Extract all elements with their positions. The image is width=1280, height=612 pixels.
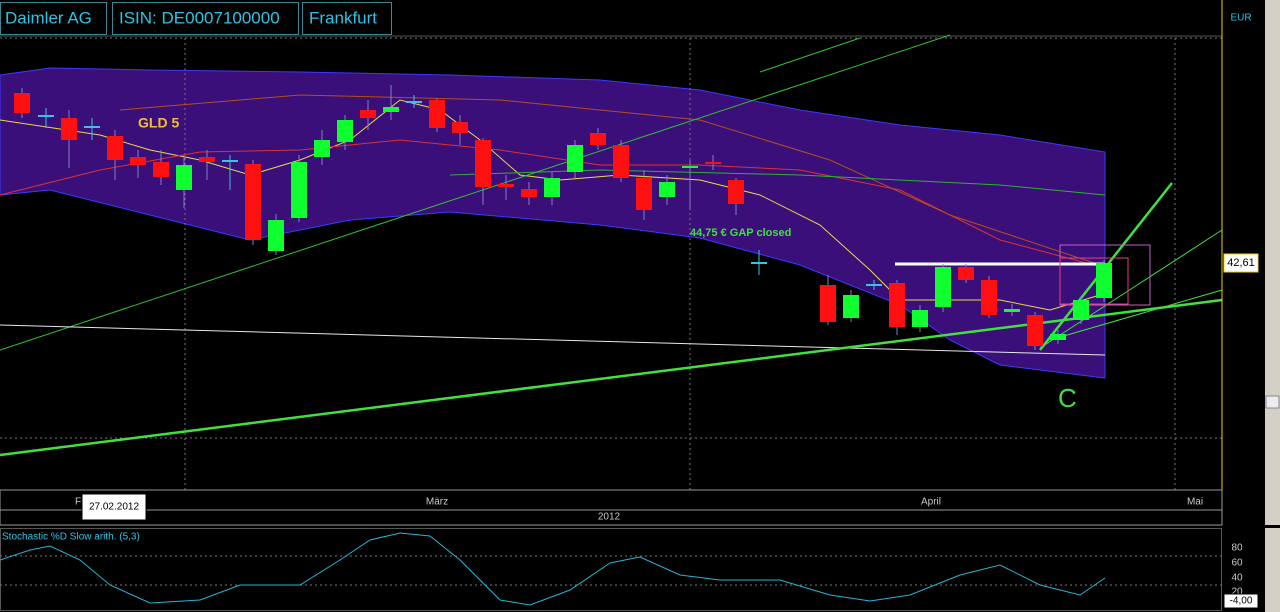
- target-box: [1059, 257, 1129, 305]
- candle-body: [958, 267, 974, 280]
- moving-average: [119, 94, 1101, 266]
- candle-body: [705, 162, 721, 164]
- candle-body: [1096, 263, 1112, 298]
- isin: ISIN: DE0007100000: [119, 8, 280, 27]
- trendline: [759, 37, 861, 73]
- candle-body: [866, 284, 882, 286]
- candle-body: [544, 178, 560, 197]
- candle-body: [38, 115, 54, 117]
- candle-body: [1050, 334, 1066, 340]
- currency: EUR: [1230, 13, 1251, 24]
- trendline: [0, 34, 951, 351]
- year-label: 2012: [598, 512, 621, 523]
- trendline: [0, 324, 1106, 356]
- candle-body: [820, 285, 836, 322]
- candles: [14, 85, 1112, 350]
- y-tick-label: 20: [1231, 587, 1243, 598]
- candle-body: [498, 184, 514, 187]
- trendline: [1049, 289, 1223, 341]
- moving-average: [449, 169, 1106, 196]
- scrollbar[interactable]: [1265, 0, 1280, 525]
- x-tick-label: Fe: [75, 497, 87, 508]
- candle-body: [406, 101, 422, 103]
- price-label: 42,61: [1227, 257, 1255, 269]
- exchange: Frankfurt: [309, 8, 377, 27]
- candle-body: [1027, 315, 1043, 346]
- candle-body: [912, 310, 928, 327]
- date-tooltip-text: 27.02.2012: [89, 502, 139, 513]
- candle-body: [314, 140, 330, 157]
- header-box: [302, 2, 392, 35]
- stochastic-line: [0, 532, 1106, 606]
- trendline: [1039, 229, 1223, 349]
- candle-body: [889, 283, 905, 327]
- candle-body: [61, 118, 77, 140]
- indicator-label: GLD 5: [138, 115, 179, 131]
- candle-body: [383, 107, 399, 112]
- wave-label: C: [1058, 383, 1077, 413]
- candle-body: [728, 180, 744, 204]
- gap-label: 44,75 € GAP closed: [690, 227, 791, 239]
- y-tick-label: 60: [1231, 558, 1243, 569]
- candle-body: [590, 133, 606, 145]
- candle-body: [84, 126, 100, 128]
- x-axis: [0, 489, 1223, 526]
- candle-body: [429, 100, 445, 128]
- candle-body: [843, 295, 859, 318]
- candle-body: [935, 267, 951, 307]
- y-tick-label: 40: [1231, 573, 1243, 584]
- candle-body: [107, 136, 123, 160]
- candle-body: [291, 162, 307, 218]
- indicator-panel: [0, 528, 1222, 611]
- candle-body: [636, 178, 652, 210]
- candle-body: [130, 157, 146, 165]
- x-tick-label: April: [921, 497, 941, 508]
- candle-body: [360, 110, 376, 118]
- x-tick-label: März: [426, 497, 448, 508]
- header-box: [0, 2, 107, 35]
- candle-body: [981, 280, 997, 315]
- candle-body: [14, 93, 30, 113]
- candle-body: [475, 140, 491, 187]
- candle-body: [751, 262, 767, 264]
- trendline: [0, 298, 1223, 457]
- x-tick-label: Mai: [1187, 497, 1203, 508]
- candle-body: [337, 120, 353, 142]
- candle-body: [452, 122, 468, 133]
- candle-body: [682, 166, 698, 168]
- candle-body: [613, 145, 629, 178]
- candle-body: [521, 189, 537, 197]
- moving-average: [0, 99, 1101, 311]
- candle-body: [268, 220, 284, 251]
- candle-body: [659, 182, 675, 197]
- scroll-thumb[interactable]: [1265, 395, 1280, 409]
- y-tick-label: 80: [1231, 543, 1243, 554]
- candle-body: [1004, 309, 1020, 312]
- company: Daimler AG: [5, 8, 92, 27]
- date-tooltip: [81, 493, 147, 521]
- candle-body: [567, 145, 583, 172]
- candle-body: [199, 157, 215, 162]
- header-box: [112, 2, 299, 35]
- indicator-tag: [1223, 593, 1259, 609]
- moving-average: [0, 139, 1106, 269]
- candle-body: [222, 160, 238, 162]
- candle-body: [1073, 300, 1089, 320]
- candle-body: [153, 162, 169, 177]
- scrollbar[interactable]: [1265, 528, 1280, 612]
- indicator-title: Stochastic %D Slow arith. (5,3): [2, 532, 140, 543]
- candle-body: [176, 165, 192, 190]
- indicator-value: -4,00: [1230, 596, 1253, 607]
- candle-body: [245, 164, 261, 240]
- price-tag: [1223, 253, 1259, 273]
